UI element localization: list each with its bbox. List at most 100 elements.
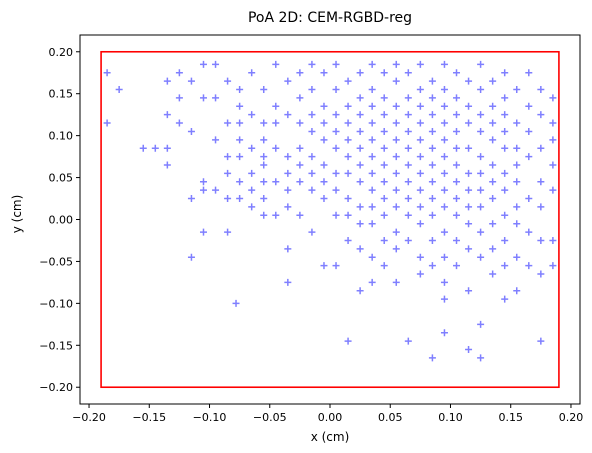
data-point — [453, 195, 461, 203]
chart-title: PoA 2D: CEM-RGBD-reg — [248, 10, 412, 26]
data-point — [356, 127, 364, 135]
data-point — [549, 136, 557, 144]
data-point — [501, 169, 509, 177]
data-point — [248, 203, 256, 211]
data-point — [465, 345, 473, 353]
data-point — [537, 203, 545, 211]
data-point — [296, 94, 304, 102]
data-point — [404, 178, 412, 186]
data-point — [392, 153, 400, 161]
data-point — [549, 186, 557, 194]
data-point — [236, 119, 244, 127]
data-point — [368, 86, 376, 94]
data-point — [356, 220, 364, 228]
data-point — [308, 228, 316, 236]
data-point — [356, 69, 364, 77]
data-point — [513, 144, 521, 152]
data-point — [549, 119, 557, 127]
data-point — [465, 203, 473, 211]
data-point — [224, 119, 232, 127]
data-point — [477, 153, 485, 161]
data-point — [175, 119, 183, 127]
data-point — [380, 94, 388, 102]
x-tick-label: −0.15 — [132, 411, 166, 424]
data-point — [284, 77, 292, 85]
data-point — [308, 86, 316, 94]
data-point — [489, 270, 497, 278]
data-point — [501, 111, 509, 119]
data-point — [212, 60, 220, 68]
data-point — [537, 86, 545, 94]
data-point — [344, 337, 352, 345]
data-point — [224, 153, 232, 161]
data-point — [453, 111, 461, 119]
data-point — [344, 169, 352, 177]
data-point — [368, 186, 376, 194]
data-point — [368, 136, 376, 144]
y-axis-label: y (cm) — [10, 195, 24, 234]
x-tick-label: −0.10 — [193, 411, 227, 424]
data-point — [392, 228, 400, 236]
data-point — [477, 127, 485, 135]
data-point — [440, 119, 448, 127]
x-tick-label: 0.10 — [438, 411, 463, 424]
data-point — [344, 211, 352, 219]
y-tick-label: −0.10 — [39, 297, 73, 310]
data-point — [344, 136, 352, 144]
data-point — [465, 169, 473, 177]
data-point — [428, 178, 436, 186]
data-point — [465, 77, 473, 85]
data-point — [284, 153, 292, 161]
data-point — [440, 86, 448, 94]
data-point — [537, 270, 545, 278]
data-point — [440, 186, 448, 194]
y-tick-label: 0.00 — [49, 214, 74, 227]
data-point — [380, 144, 388, 152]
data-point — [404, 144, 412, 152]
data-point — [175, 69, 183, 77]
data-point — [332, 144, 340, 152]
x-tick-label: 0.15 — [498, 411, 523, 424]
data-point — [356, 144, 364, 152]
data-point — [308, 186, 316, 194]
data-point — [296, 119, 304, 127]
data-point — [549, 94, 557, 102]
data-point — [356, 287, 364, 295]
data-point — [236, 178, 244, 186]
data-point — [139, 144, 147, 152]
data-point — [404, 94, 412, 102]
data-point — [477, 228, 485, 236]
data-point — [187, 253, 195, 261]
data-point — [404, 195, 412, 203]
data-point — [428, 161, 436, 169]
data-point — [248, 144, 256, 152]
data-point — [248, 169, 256, 177]
data-point — [308, 127, 316, 135]
data-point — [320, 119, 328, 127]
data-point — [392, 77, 400, 85]
data-point — [272, 60, 280, 68]
data-point — [477, 203, 485, 211]
data-point — [380, 161, 388, 169]
data-point — [440, 102, 448, 110]
data-point — [199, 178, 207, 186]
data-point — [416, 270, 424, 278]
data-point — [428, 262, 436, 270]
data-point — [453, 161, 461, 169]
data-point — [428, 94, 436, 102]
data-point — [465, 287, 473, 295]
data-point — [236, 102, 244, 110]
data-point — [356, 203, 364, 211]
data-point — [416, 169, 424, 177]
x-tick-label: 0.20 — [559, 411, 584, 424]
data-point — [465, 102, 473, 110]
data-point — [368, 119, 376, 127]
data-point — [175, 94, 183, 102]
data-point — [187, 77, 195, 85]
data-point — [513, 287, 521, 295]
data-point — [440, 228, 448, 236]
data-point — [428, 195, 436, 203]
data-point — [537, 111, 545, 119]
data-point — [549, 161, 557, 169]
